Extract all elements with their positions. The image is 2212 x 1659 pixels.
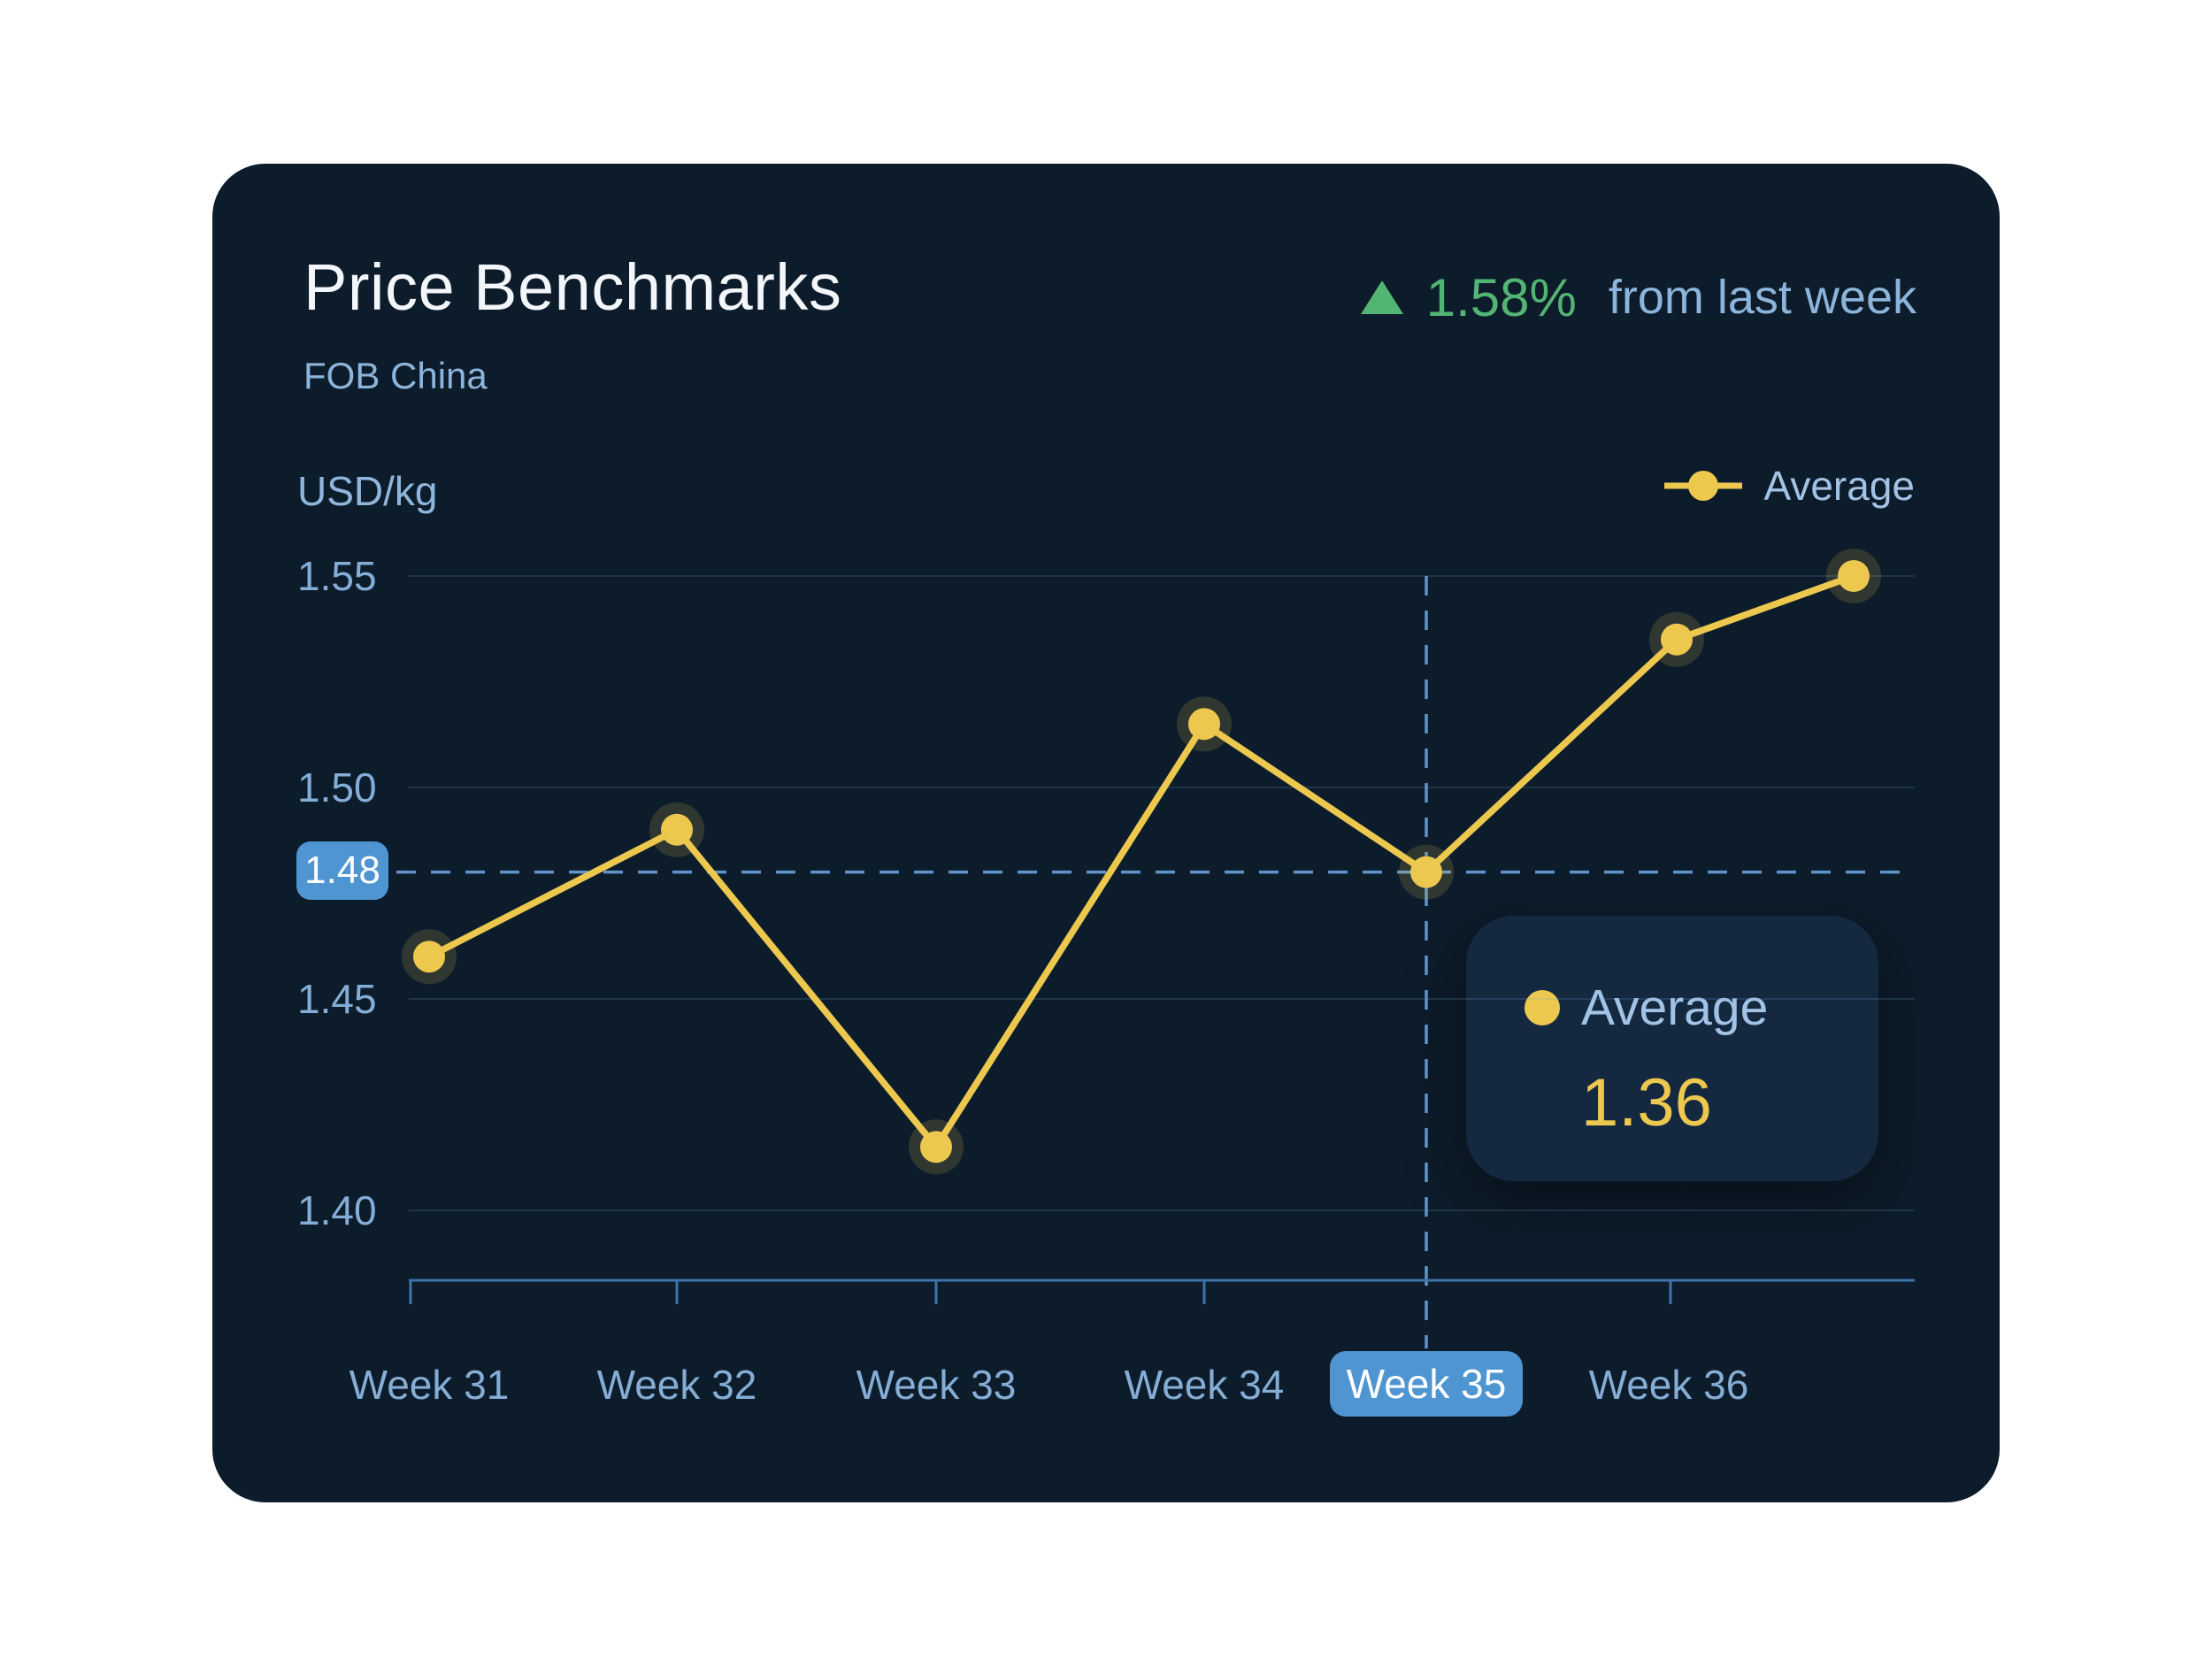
line-dot-marker-icon	[1664, 471, 1743, 501]
reference-price-badge: 1.48	[296, 841, 388, 900]
tooltip-series-name: Average	[1581, 979, 1769, 1036]
price-benchmarks-card: Price Benchmarks FOB China 1.58% from la…	[212, 164, 2000, 1502]
triangle-up-icon	[1360, 280, 1403, 314]
legend-average[interactable]: Average	[1663, 461, 1915, 511]
x-axis-label-week36[interactable]: Week 36	[1588, 1362, 1749, 1408]
chart-tooltip: Average 1.36	[1466, 916, 1878, 1181]
trend-caption: from last week	[1608, 271, 1916, 324]
x-axis-label-week32[interactable]: Week 32	[596, 1362, 757, 1408]
tooltip-header: Average	[1525, 979, 1769, 1036]
card-subtitle: FOB China	[303, 355, 488, 396]
y-axis-tick-label: 1.55	[297, 553, 377, 599]
x-axis-label-week34[interactable]: Week 34	[1124, 1362, 1285, 1408]
x-axis-label-week33[interactable]: Week 33	[856, 1362, 1017, 1408]
y-axis-tick-label: 1.45	[297, 976, 377, 1022]
legend-label: Average	[1763, 463, 1915, 509]
trend-value: 1.58%	[1425, 267, 1577, 327]
tooltip-value: 1.36	[1581, 1065, 1712, 1141]
y-axis-unit-label: USD/kg	[297, 468, 438, 514]
card-title: Price Benchmarks	[303, 250, 842, 324]
series-dot-icon	[1525, 990, 1560, 1025]
trend-indicator: 1.58% from last week	[1360, 266, 1916, 328]
x-axis-label-week31[interactable]: Week 31	[349, 1362, 510, 1408]
x-axis-label-week35-selected[interactable]: Week 35	[1330, 1351, 1523, 1417]
y-axis-tick-label: 1.50	[297, 764, 377, 810]
y-axis-tick-label: 1.40	[297, 1187, 377, 1233]
